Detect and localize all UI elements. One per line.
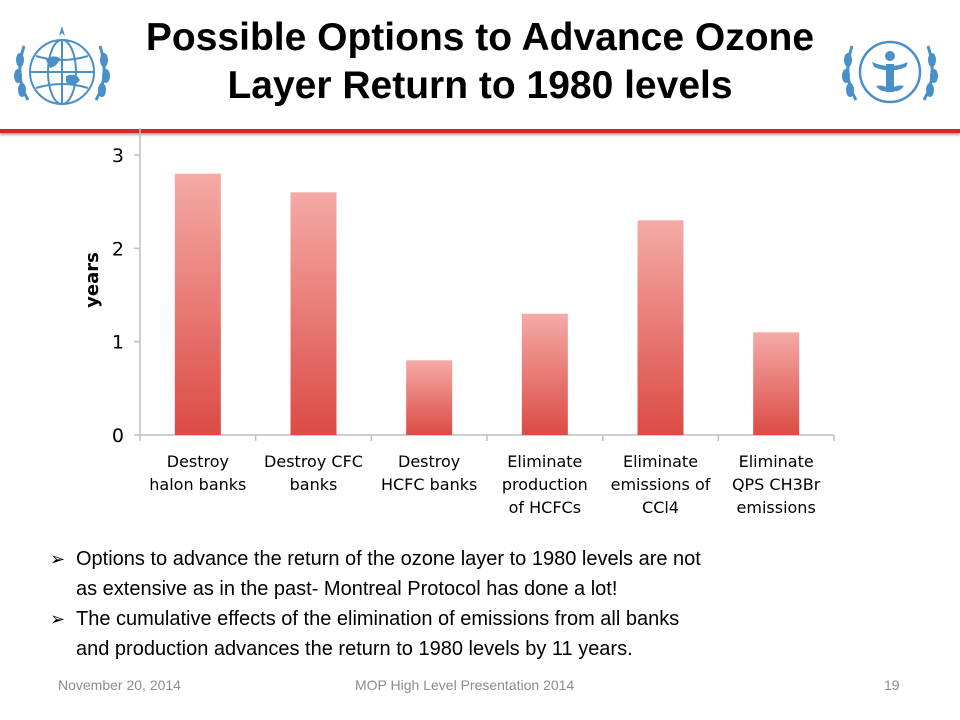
x-tick-label: Eliminate QPS CH3Br emissions bbox=[720, 450, 832, 519]
x-tick-label-line: halon banks bbox=[149, 475, 247, 494]
x-tick-label: Destroy halon banks bbox=[142, 450, 254, 496]
bullet-text-line: The cumulative effects of the eliminatio… bbox=[76, 608, 680, 630]
x-tick-label-line: Eliminate bbox=[738, 452, 814, 471]
y-tick-label: 1 bbox=[112, 332, 124, 354]
bar bbox=[753, 332, 800, 435]
bullet-list: ➢ Options to advance the return of the o… bbox=[50, 544, 930, 664]
footer-presentation-title: MOP High Level Presentation 2014 bbox=[355, 677, 575, 693]
bullet-text-line: and production advances the return to 19… bbox=[76, 638, 633, 660]
bar bbox=[521, 313, 568, 435]
bar-chart: 0 1 2 3 years Destroy halon banks Destroy CFC b… bbox=[60, 120, 860, 530]
x-tick-label: Eliminate emissions of CCl4 bbox=[605, 450, 717, 519]
arrow-bullet-icon: ➢ bbox=[50, 549, 66, 569]
x-tick-label-line: emissions of bbox=[610, 475, 711, 494]
wmo-emblem-icon bbox=[6, 20, 118, 128]
x-tick-label: Destroy HCFC banks bbox=[373, 450, 485, 496]
x-tick-label: Destroy CFC banks bbox=[258, 450, 370, 496]
bar bbox=[174, 173, 221, 435]
bar bbox=[406, 360, 453, 435]
y-tick-label: 3 bbox=[112, 145, 124, 167]
x-tick-label-line: Destroy bbox=[398, 452, 461, 471]
slide-title-line-2: Layer Return to 1980 levels bbox=[227, 64, 733, 107]
x-tick-label-line: of HCFCs bbox=[508, 498, 582, 517]
y-axis-title: years bbox=[82, 252, 103, 308]
bullet-text-line: Options to advance the return of the ozo… bbox=[76, 548, 701, 570]
title-divider bbox=[0, 129, 960, 133]
x-tick-label-line: QPS CH3Br bbox=[731, 475, 821, 494]
x-tick-label-line: HCFC banks bbox=[380, 475, 478, 494]
x-tick-label-line: Destroy CFC bbox=[264, 452, 363, 471]
arrow-bullet-icon: ➢ bbox=[50, 609, 66, 629]
slide-title-line-1: Possible Options to Advance Ozone bbox=[145, 16, 815, 59]
y-tick-label: 0 bbox=[112, 425, 124, 447]
x-tick-label-line: Eliminate bbox=[507, 452, 583, 471]
x-tick-label-line: Eliminate bbox=[622, 452, 699, 471]
bullet-text-line: as extensive as in the past- Montreal Pr… bbox=[76, 578, 618, 600]
x-tick-label-line: emissions bbox=[736, 498, 816, 517]
footer-page-number: 19 bbox=[884, 677, 900, 693]
x-tick-label-line: CCl4 bbox=[642, 498, 679, 517]
unep-emblem-icon bbox=[834, 20, 946, 128]
x-tick-label-line: banks bbox=[289, 475, 338, 494]
y-tick-label: 2 bbox=[112, 238, 124, 260]
bar bbox=[290, 192, 337, 435]
slide-title: Possible Options to Advance Ozone Layer … bbox=[100, 14, 860, 110]
bullet-item: ➢ The cumulative effects of the eliminat… bbox=[50, 604, 930, 664]
footer-date: November 20, 2014 bbox=[58, 677, 181, 693]
bar bbox=[637, 220, 684, 435]
bar-chart-canvas: 0 1 2 3 years bbox=[82, 128, 835, 447]
bullet-item: ➢ Options to advance the return of the o… bbox=[50, 544, 930, 604]
x-tick-label-line: Destroy bbox=[166, 452, 229, 471]
x-tick-label: Eliminate production of HCFCs bbox=[489, 450, 601, 519]
x-tick-label-line: production bbox=[501, 475, 588, 494]
